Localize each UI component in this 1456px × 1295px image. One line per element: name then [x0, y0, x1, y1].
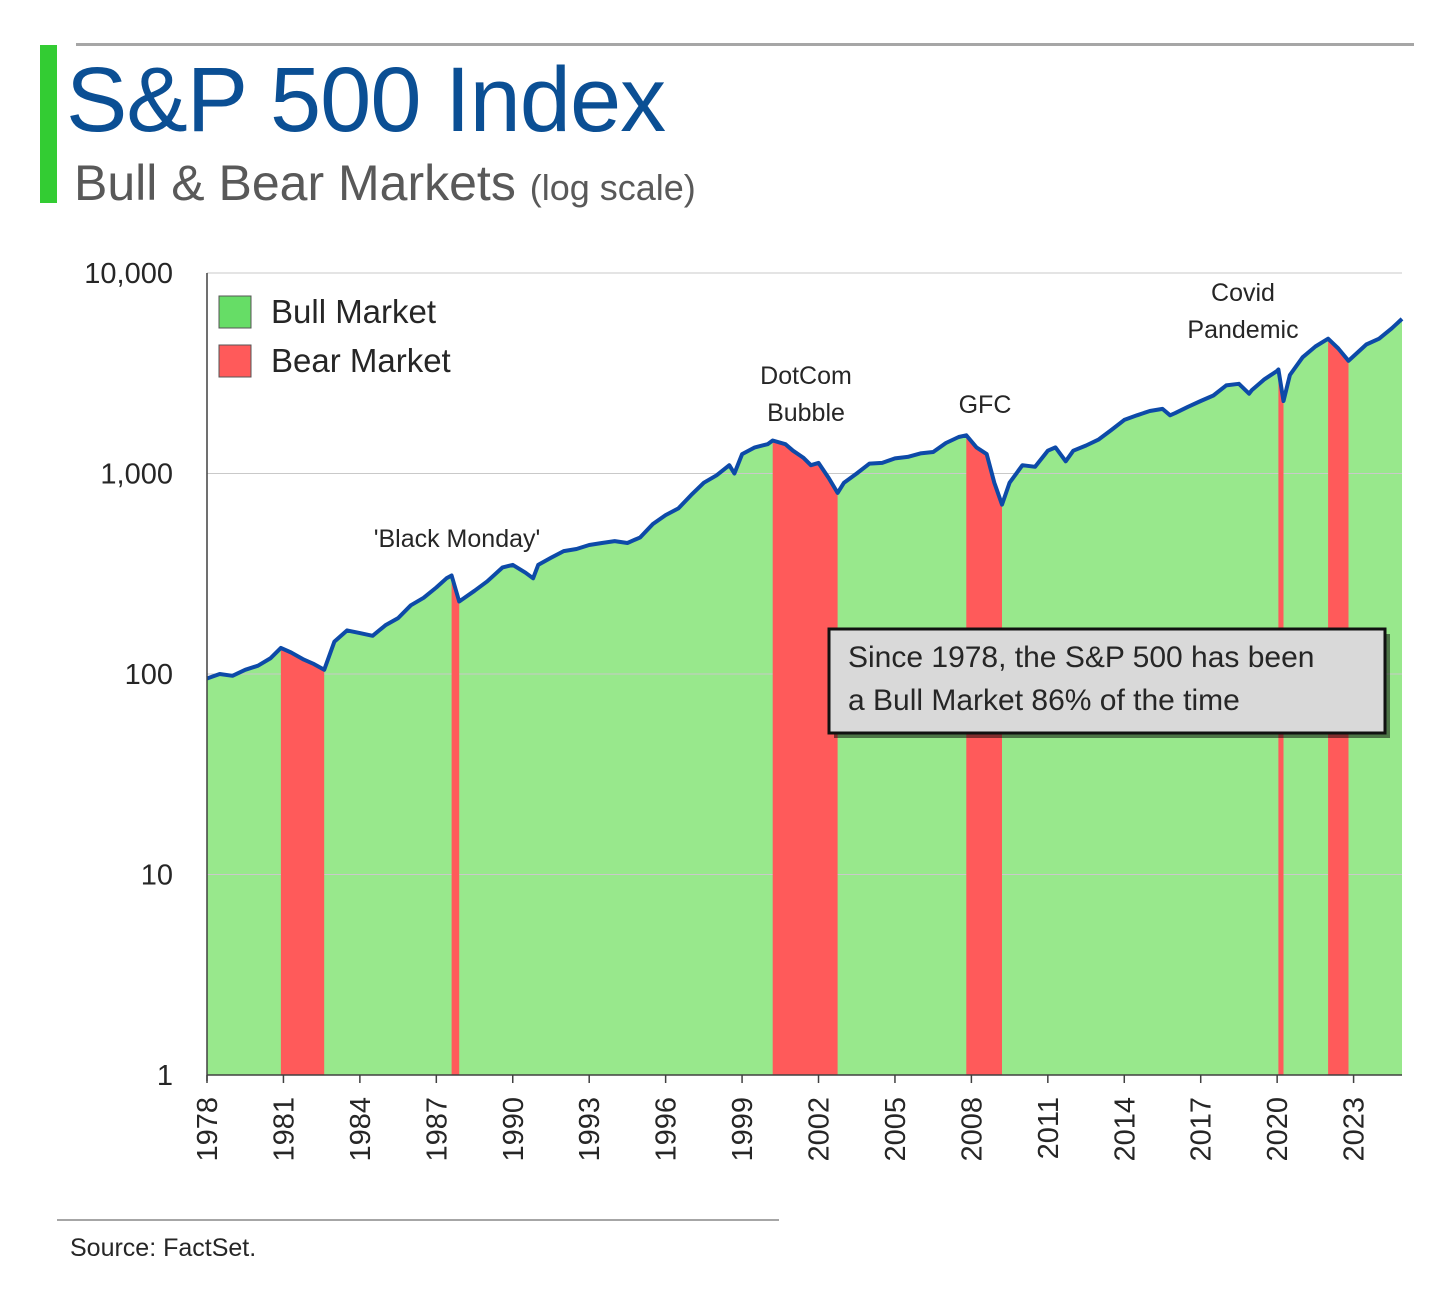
- x-tick-label: 2008: [956, 1097, 988, 1162]
- x-tick-label: 1981: [268, 1097, 300, 1162]
- annotation-covid-line1: Covid: [1211, 279, 1275, 307]
- page-title: S&P 500 Index: [66, 49, 666, 151]
- callout-text-line1: Since 1978, the S&P 500 has been: [848, 641, 1314, 674]
- x-tick-label: 1990: [498, 1097, 530, 1162]
- legend-swatch-bear: [218, 344, 252, 378]
- bear-market-band-3: [772, 440, 838, 1075]
- legend-label-bear: Bear Market: [271, 342, 451, 379]
- annotation-covid-line2: Pandemic: [1187, 316, 1298, 344]
- x-tick-label: 2023: [1339, 1097, 1371, 1162]
- x-tick-label: 1984: [345, 1097, 377, 1162]
- annotation-black-monday: 'Black Monday': [374, 525, 541, 553]
- legend-label-bull: Bull Market: [271, 293, 436, 330]
- y-tick-label: 100: [125, 659, 173, 691]
- top-rule: [76, 43, 1414, 46]
- bear-market-band-1: [280, 647, 325, 1075]
- annotation-dotcom-line1: DotCom: [760, 362, 852, 390]
- annotation-gfc: GFC: [959, 391, 1012, 419]
- bear-market-band-2: [451, 575, 460, 1075]
- y-tick-label: 1,000: [100, 459, 173, 491]
- subtitle-scale-note: (log scale): [529, 167, 696, 208]
- sp500-price-line: [206, 317, 1404, 681]
- y-tick-label: 10,000: [84, 258, 173, 290]
- legend-swatch-bull: [218, 295, 252, 329]
- x-tick-label: 2020: [1262, 1097, 1294, 1162]
- accent-bar: [40, 45, 57, 203]
- source-rule: [57, 1219, 779, 1221]
- bear-market-band-4: [966, 435, 1002, 1075]
- y-tick-label: 1: [157, 1060, 173, 1092]
- callout-text-line2: a Bull Market 86% of the time: [848, 684, 1240, 717]
- callout-box: [827, 627, 1387, 735]
- x-tick-label: 2017: [1186, 1097, 1218, 1162]
- page-subtitle: Bull & Bear Markets (log scale): [74, 153, 696, 218]
- source-note: Source: FactSet.: [70, 1234, 257, 1262]
- x-tick-label: 1987: [421, 1097, 453, 1162]
- x-tick-label: 1996: [651, 1097, 683, 1162]
- x-tick-label: 2005: [880, 1097, 912, 1162]
- x-tick-label: 1993: [574, 1097, 606, 1162]
- x-tick-label: 2002: [804, 1097, 836, 1162]
- x-tick-label: 2011: [1033, 1097, 1065, 1159]
- subtitle-text: Bull & Bear Markets: [74, 155, 516, 211]
- y-tick-label: 10: [141, 860, 173, 892]
- x-tick-label: 1978: [192, 1097, 224, 1162]
- x-tick-label: 1999: [727, 1097, 759, 1162]
- x-tick-label: 2014: [1109, 1097, 1141, 1162]
- sp500-chart: 1 10 100 1,000 10,000 1978 1981 1984 1987 1990 199…: [84, 258, 1404, 1162]
- annotation-dotcom-line2: Bubble: [767, 399, 845, 427]
